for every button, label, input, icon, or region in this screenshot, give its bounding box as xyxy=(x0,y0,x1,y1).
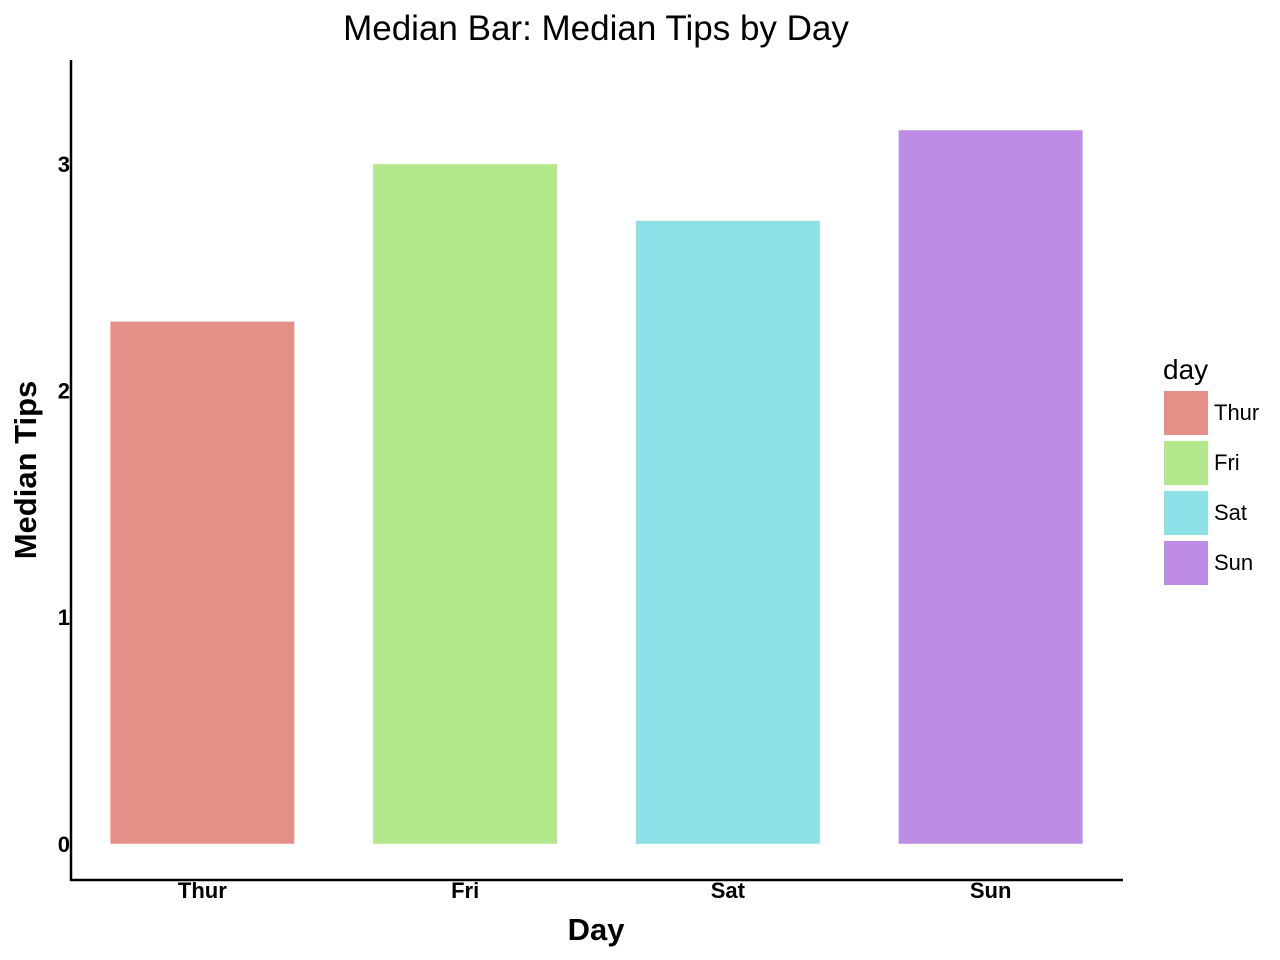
legend: day Thur Fri Sat Sun xyxy=(1163,354,1259,585)
legend-label-thur: Thur xyxy=(1214,400,1259,425)
legend-key-sun xyxy=(1164,541,1208,585)
x-tick-label-sun: Sun xyxy=(970,878,1012,903)
legend-items: Thur Fri Sat Sun xyxy=(1164,391,1259,585)
bar-sun xyxy=(898,130,1083,844)
y-tick-label-0: 0 xyxy=(58,832,70,857)
y-tick-label-3: 3 xyxy=(58,152,70,177)
x-tick-label-thur: Thur xyxy=(178,878,227,903)
y-axis-title: Median Tips xyxy=(8,381,43,560)
y-tick-label-2: 2 xyxy=(58,379,70,404)
x-tick-label-sat: Sat xyxy=(711,878,746,903)
bar-thur xyxy=(110,321,295,844)
x-axis-title: Day xyxy=(568,912,626,947)
legend-title: day xyxy=(1163,354,1208,385)
legend-key-sat xyxy=(1164,491,1208,535)
legend-label-sat: Sat xyxy=(1214,500,1247,525)
legend-key-thur xyxy=(1164,391,1208,435)
legend-key-fri xyxy=(1164,441,1208,485)
x-axis-ticks: Thur Fri Sat Sun xyxy=(178,878,1011,903)
y-tick-label-1: 1 xyxy=(58,605,70,630)
y-axis-ticks: 0 1 2 3 xyxy=(58,152,70,857)
legend-label-fri: Fri xyxy=(1214,450,1240,475)
bars-group xyxy=(110,130,1083,844)
legend-label-sun: Sun xyxy=(1214,550,1253,575)
bar-sat xyxy=(635,220,820,844)
bar-fri xyxy=(373,164,558,844)
x-tick-label-fri: Fri xyxy=(451,878,479,903)
chart-title: Median Bar: Median Tips by Day xyxy=(343,9,849,48)
